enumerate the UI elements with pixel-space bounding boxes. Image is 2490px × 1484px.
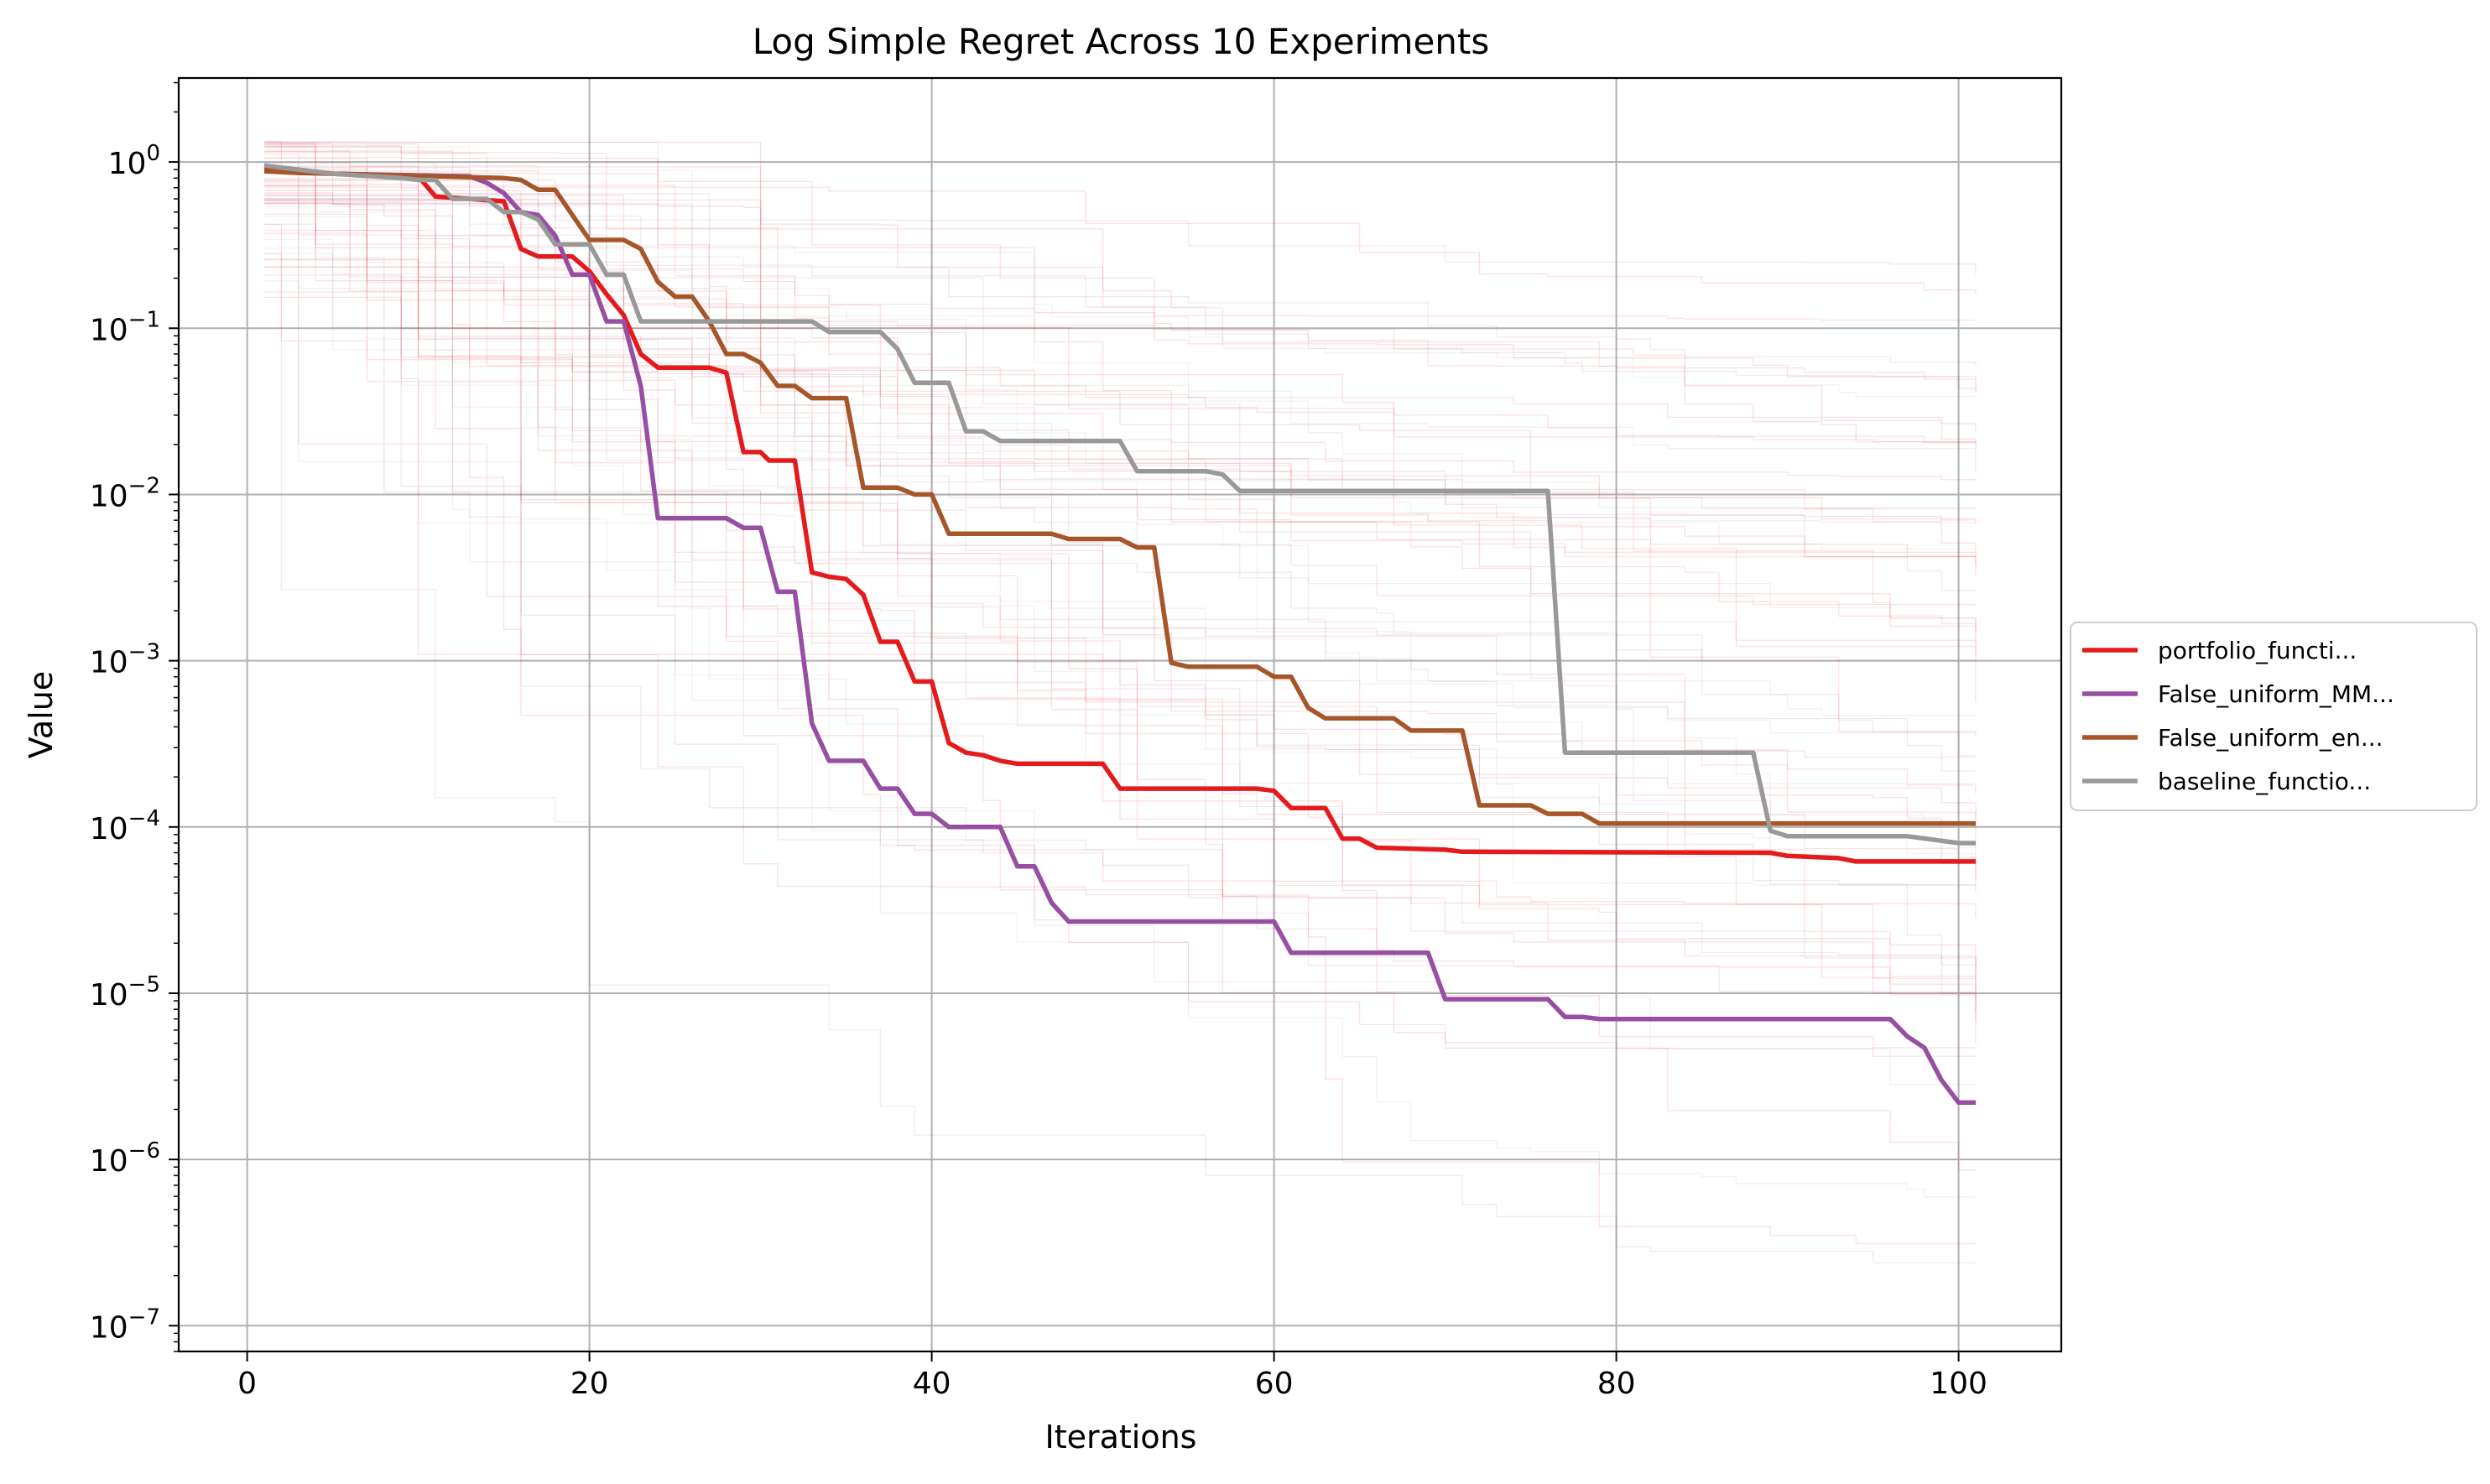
trial-trace [264,192,1976,321]
trial-trace [264,143,1976,520]
trial-trace [264,163,1976,508]
trial-trace [264,164,1976,550]
trial-trace [264,201,1977,982]
trial-trace [264,193,1976,994]
trial-trace [264,146,1977,919]
trial-trace [264,172,1976,757]
series-line-3 [263,169,1976,826]
trial-trace [264,145,1977,392]
trial-trace [264,180,1977,1044]
chart-title: Log Simple Regret Across 10 Experiments [753,21,1490,62]
trial-trace [264,198,1977,645]
x-tick-label: 100 [1930,1367,1987,1401]
series-line-1 [263,167,1976,864]
trial-trace [264,223,1976,992]
trial-trace [264,156,1976,553]
x-tick-label: 20 [570,1367,609,1401]
trial-trace [264,216,1976,855]
trial-trace [264,198,1977,366]
x-tick-label: 40 [913,1367,951,1401]
trial-trace [264,266,1976,558]
y-tick-label: 10−3 [90,640,160,680]
trial-trace [264,296,1977,578]
trial-trace [264,202,1977,381]
legend: portfolio_functi... False_uniform_MM... Fa… [2070,622,2477,811]
legend-label: portfolio_functi... [2158,637,2357,664]
trial-trace [264,190,1976,1171]
y-tick-label: 10−5 [90,972,160,1013]
trial-trace [264,206,1977,1202]
trial-trace [264,185,1976,444]
trial-trace [264,178,1977,274]
trial-trace [264,223,1977,1013]
trial-trace [264,199,1977,607]
trial-trace [264,141,1977,999]
trial-trace [264,161,1976,849]
trial-trace [264,274,1977,1049]
trial-trace [264,142,1977,736]
trial-trace [264,258,1976,557]
trial-trace [264,253,1976,1264]
background-trial-traces [264,140,1977,1264]
trial-trace [264,200,1977,893]
legend-label: False_uniform_en... [2158,724,2383,752]
x-tick-label: 60 [1255,1367,1294,1401]
trial-trace [264,197,1976,1086]
trial-trace [264,190,1976,716]
series-line-4 [263,163,1976,846]
grid-lines [179,78,2061,1351]
legend-box [2070,622,2477,811]
y-tick-label: 10−6 [90,1138,160,1179]
trial-trace [264,186,1977,294]
trial-trace [264,232,1977,628]
plot-frame [177,76,2063,1353]
legend-label: False_uniform_MM... [2158,680,2394,708]
trial-trace [264,154,1976,886]
x-axis-label: Iterations [1045,1419,1197,1455]
trial-trace [264,183,1976,886]
trial-trace [264,203,1977,633]
trial-trace [264,141,1976,1245]
trial-trace [264,291,1977,433]
trial-trace [264,143,1976,772]
trial-trace [264,170,1977,1021]
trial-trace [264,143,1977,758]
trial-trace [264,247,1977,627]
trial-trace [264,158,1976,864]
trial-trace [264,162,1976,977]
trial-trace [264,146,1976,398]
x-tick-label: 80 [1597,1367,1636,1401]
series-line-2 [263,163,1976,1106]
trial-trace [264,141,1976,450]
y-tick-label: 100 [108,141,160,181]
trial-trace [264,195,1977,702]
trial-trace [264,213,1976,510]
trial-trace [264,181,1977,482]
trial-trace [264,166,1977,966]
trial-trace [264,229,1976,979]
y-axis-ticks: 100 10−1 10−2 10−3 10−4 10−5 10−6 10−7 [90,81,179,1352]
trial-trace [264,238,1976,523]
trial-trace [264,253,1977,734]
trial-trace [264,150,1977,819]
trial-trace [264,185,1977,794]
trial-trace [264,203,1977,393]
y-axis-label: Value [23,671,60,758]
trial-trace [264,152,1976,443]
trial-trace [264,259,1977,565]
y-tick-label: 10−7 [90,1304,160,1345]
series-lines [263,163,1976,1106]
x-axis-ticks: 0 20 40 60 80 100 [237,1351,1987,1401]
trial-trace [264,280,1976,785]
x-tick-label: 0 [237,1367,257,1401]
y-tick-label: 10−4 [90,806,160,846]
y-tick-label: 10−1 [90,307,160,347]
legend-label: baseline_functio... [2158,768,2371,795]
trial-trace [264,140,1977,444]
y-tick-label: 10−2 [90,473,160,513]
trial-trace [264,179,1977,473]
